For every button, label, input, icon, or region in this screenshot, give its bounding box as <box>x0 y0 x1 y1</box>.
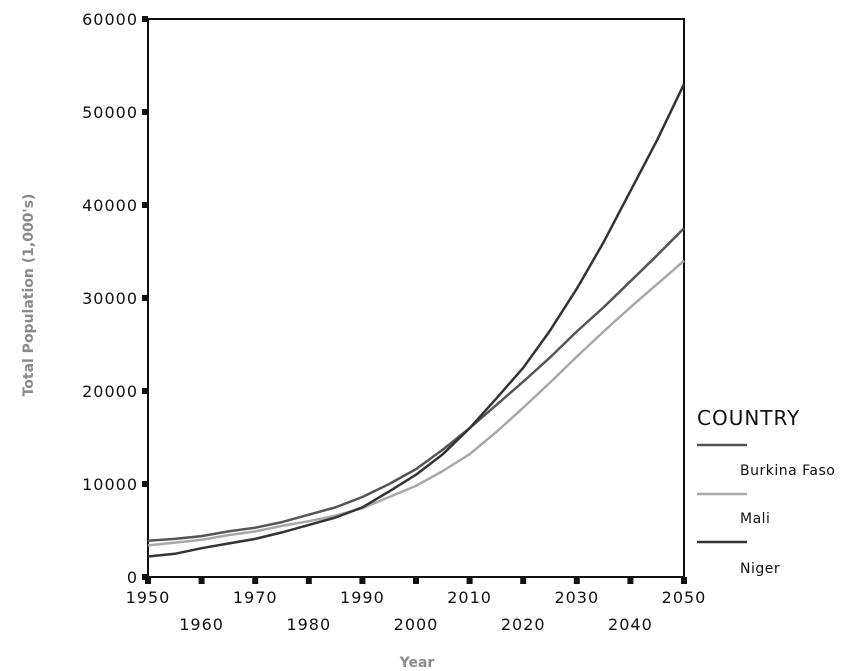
y-tick-label: 60000 <box>82 10 138 29</box>
series-line-niger <box>147 83 686 558</box>
series-line-burkina-faso <box>147 227 685 542</box>
y-tick-label: 40000 <box>82 196 138 215</box>
x-tick-mark <box>413 577 419 584</box>
x-tick-label: 1960 <box>179 615 224 634</box>
x-tick-label: 1970 <box>233 588 278 607</box>
x-tick-label: 1980 <box>286 615 331 634</box>
x-tick-mark <box>252 577 259 584</box>
x-tick-mark <box>627 577 634 584</box>
y-tick-mark <box>142 295 148 301</box>
x-tick-mark <box>359 577 366 584</box>
legend-title: COUNTRY <box>697 406 800 430</box>
legend-label: Niger <box>740 561 780 577</box>
y-tick-label: 50000 <box>82 103 138 122</box>
x-tick-mark <box>466 577 473 584</box>
y-tick-label: 20000 <box>82 382 138 401</box>
x-tick-label: 2020 <box>501 615 546 634</box>
y-axis-title: Total Population (1,000's) <box>21 194 37 397</box>
x-tick-mark <box>198 577 205 584</box>
y-tick-label: 30000 <box>82 289 138 308</box>
x-tick-label: 2000 <box>394 615 439 634</box>
legend-label: Mali <box>740 511 770 527</box>
x-tick-label: 2050 <box>662 588 707 607</box>
y-tick-label: 10000 <box>82 475 138 494</box>
x-axis-title: Year <box>399 655 435 671</box>
y-tick-label: 0 <box>127 568 138 587</box>
x-tick-label: 1990 <box>340 588 385 607</box>
x-tick-mark <box>520 577 527 584</box>
y-tick-mark <box>142 481 148 487</box>
legend-label: Burkina Faso <box>740 463 835 479</box>
x-tick-label: 1950 <box>126 588 171 607</box>
y-tick-mark <box>142 16 148 22</box>
x-tick-label: 2010 <box>447 588 492 607</box>
x-tick-label: 2030 <box>554 588 599 607</box>
legend: COUNTRY Burkina Faso Mali Niger <box>697 406 835 577</box>
x-tick-mark <box>573 577 580 584</box>
x-tick-mark <box>145 577 151 584</box>
x-tick-label: 2040 <box>608 615 653 634</box>
y-tick-mark <box>142 202 148 208</box>
y-tick-mark <box>142 109 148 115</box>
y-tick-mark <box>142 388 148 394</box>
series-line-mali <box>147 259 685 547</box>
plot-frame <box>147 18 685 578</box>
x-tick-mark <box>681 577 687 584</box>
x-tick-mark <box>305 577 312 584</box>
